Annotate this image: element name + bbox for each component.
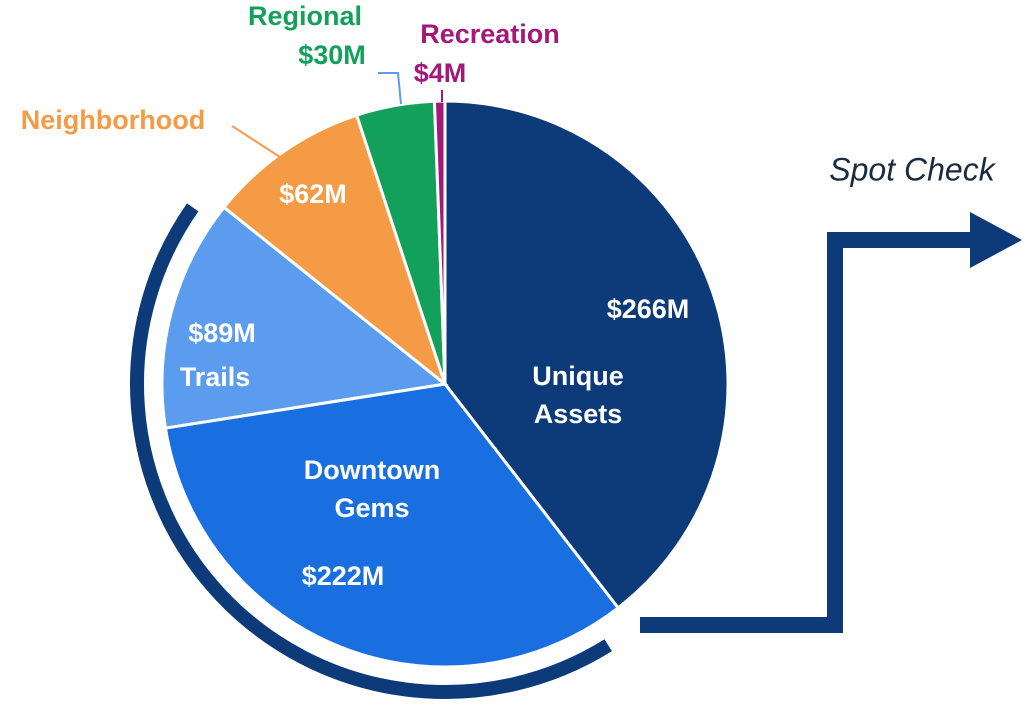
category-label: Trails <box>180 362 251 392</box>
category-label: Recreation <box>420 19 560 49</box>
value-label: $30M <box>298 40 366 70</box>
connector <box>640 232 975 633</box>
pie-slice <box>432 99 447 385</box>
value-label: $266M <box>607 294 690 324</box>
category-label: Neighborhood <box>21 105 205 135</box>
category-label: Downtown Gems <box>304 455 440 523</box>
leader-line <box>231 125 281 158</box>
pie-slice <box>443 99 730 610</box>
value-label: $222M <box>302 561 385 591</box>
arrow-head <box>970 212 1022 268</box>
pie-slice <box>221 113 448 389</box>
annotation: Spot Check <box>829 151 996 187</box>
category-label: Regional <box>248 1 362 31</box>
value-label: $4M <box>414 58 467 88</box>
outer-arc <box>130 203 612 699</box>
value-label: $89M <box>188 318 256 348</box>
category-label: Unique Assets <box>532 361 624 429</box>
value-label: $62M <box>279 179 347 209</box>
pie-slice <box>160 205 449 430</box>
leader-line <box>378 72 402 105</box>
pie-slice <box>163 382 621 669</box>
